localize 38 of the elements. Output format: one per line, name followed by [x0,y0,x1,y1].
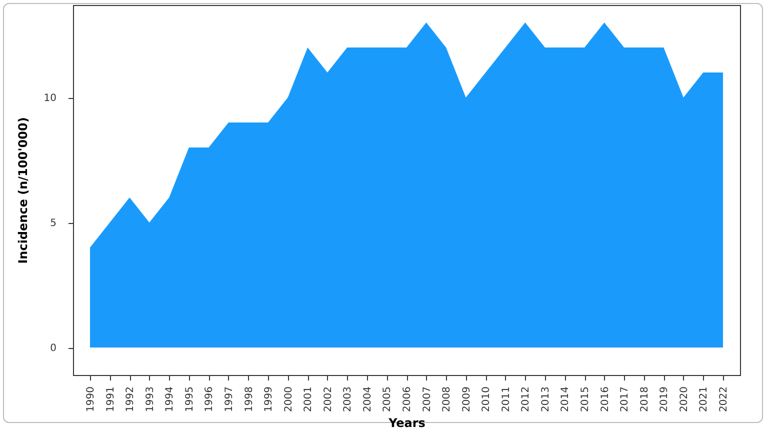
x-tick-label: 2021 [698,386,710,412]
x-tick-label: 2015 [580,386,592,412]
y-tick-label: 5 [50,218,56,229]
x-tick-label: 2000 [283,386,294,412]
x-tick-label: 2002 [322,386,334,412]
x-tick-label: 2016 [600,386,611,412]
x-tick-label: 2017 [620,386,631,412]
y-axis-title: Incidence (n/100'000) [16,117,30,264]
x-tick-label: 2014 [560,386,572,412]
x-tick-label: 2003 [342,386,354,412]
x-tick-label: 2013 [540,386,552,412]
x-axis-title: Years [388,416,426,430]
x-tick-label: 1990 [86,386,97,412]
x-tick-label: 2006 [402,386,413,412]
x-tick-label: 2001 [303,386,314,412]
x-tick-label: 1994 [164,386,176,412]
x-tick-label: 1998 [244,386,255,412]
x-tick-label: 1993 [144,386,156,412]
x-tick-label: 1995 [184,386,196,412]
x-tick-label: 1991 [105,386,116,412]
x-tick-label: 2009 [461,386,472,412]
y-tick-label: 0 [50,343,56,354]
x-tick-label: 1999 [264,386,275,412]
x-tick-label: 2007 [422,386,433,412]
x-tick-label: 2020 [678,386,690,412]
x-tick-label: 2018 [639,386,650,412]
x-tick-label: 2011 [500,386,512,412]
x-tick-label: 2012 [520,386,532,412]
x-tick-label: 2004 [362,386,374,412]
x-tick-label: 2019 [659,386,670,412]
x-tick-label: 2005 [382,386,394,412]
x-tick-label: 1992 [125,386,136,412]
x-tick-label: 2010 [481,386,492,412]
x-tick-label: 2022 [718,386,730,412]
y-tick-label: 10 [44,93,56,104]
x-tick-label: 1996 [204,386,216,412]
x-tick-label: 1997 [224,386,235,412]
x-tick-label: 2008 [442,386,453,412]
